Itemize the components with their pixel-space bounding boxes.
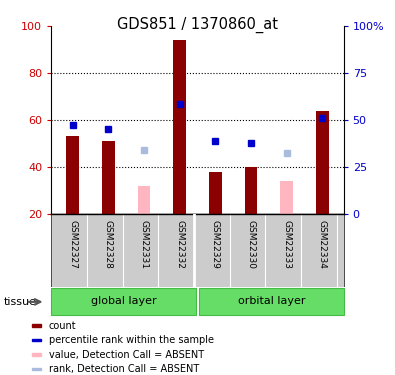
Text: GSM22329: GSM22329 xyxy=(211,220,220,268)
Text: orbital layer: orbital layer xyxy=(238,296,306,306)
Text: percentile rank within the sample: percentile rank within the sample xyxy=(49,335,214,345)
Bar xyxy=(209,172,222,214)
Bar xyxy=(316,111,329,214)
Bar xyxy=(32,339,41,341)
FancyBboxPatch shape xyxy=(199,288,344,315)
Bar xyxy=(138,186,150,214)
Text: rank, Detection Call = ABSENT: rank, Detection Call = ABSENT xyxy=(49,364,199,374)
Bar xyxy=(245,167,257,214)
Bar xyxy=(102,141,115,214)
Bar xyxy=(32,368,41,370)
Bar xyxy=(173,40,186,214)
Text: GSM22330: GSM22330 xyxy=(246,220,256,268)
Text: GSM22328: GSM22328 xyxy=(104,220,113,268)
Bar xyxy=(280,181,293,214)
Text: GSM22334: GSM22334 xyxy=(318,220,327,268)
FancyBboxPatch shape xyxy=(51,288,196,315)
Bar xyxy=(66,136,79,214)
Text: GDS851 / 1370860_at: GDS851 / 1370860_at xyxy=(117,17,278,33)
Text: global layer: global layer xyxy=(90,296,156,306)
Text: GSM22331: GSM22331 xyxy=(139,220,149,268)
Text: tissue: tissue xyxy=(4,297,37,307)
Bar xyxy=(32,354,41,356)
Text: GSM22332: GSM22332 xyxy=(175,220,184,268)
Text: GSM22333: GSM22333 xyxy=(282,220,291,268)
Text: GSM22327: GSM22327 xyxy=(68,220,77,268)
Text: count: count xyxy=(49,321,77,331)
Text: value, Detection Call = ABSENT: value, Detection Call = ABSENT xyxy=(49,350,204,360)
Bar xyxy=(32,324,41,327)
